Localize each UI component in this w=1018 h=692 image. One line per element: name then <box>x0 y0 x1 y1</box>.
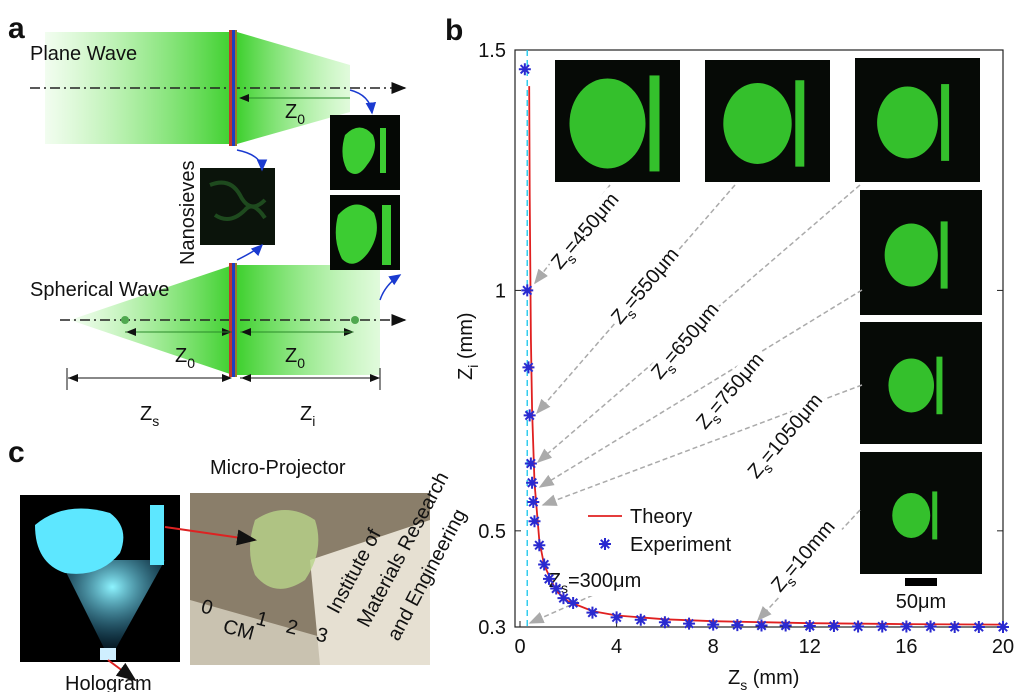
panel-label: a <box>8 12 25 45</box>
annotation-rest: =750μm <box>705 349 769 419</box>
x-tick-label: 0 <box>514 636 525 658</box>
distance-label-base: Z <box>140 403 152 425</box>
x-axis-title-rest: (mm) <box>747 667 799 689</box>
y-axis-title: Zi (mm) <box>455 312 481 380</box>
experiment-point <box>527 496 539 508</box>
distance-label: Zi <box>300 403 315 429</box>
scale-bar <box>905 578 937 586</box>
distance-label-sub: 0 <box>297 111 305 127</box>
experiment-point <box>538 558 550 570</box>
hologram-lion <box>570 78 646 168</box>
experiment-point <box>526 477 538 489</box>
beam-label: Spherical Wave <box>30 279 169 301</box>
x-tick-label: 12 <box>799 636 821 658</box>
hologram-lion <box>723 83 791 164</box>
x-axis-title: Zs (mm) <box>728 667 799 692</box>
experiment-point <box>524 409 536 421</box>
experiment-point <box>973 621 985 633</box>
annotation-rest: =1050μm <box>756 389 827 468</box>
x-axis-title-base: Z <box>728 667 740 689</box>
experiment-point <box>997 621 1009 633</box>
y-tick-label: 0.3 <box>478 617 506 639</box>
x-tick-label: 16 <box>895 636 917 658</box>
x-tick-label: 8 <box>708 636 719 658</box>
experiment-point <box>519 63 531 75</box>
hologram-letters <box>932 491 937 539</box>
annotation-rest: =300μm <box>568 570 641 592</box>
hologram-letters <box>941 84 949 161</box>
experiment-point <box>586 607 598 619</box>
hologram-lion <box>877 86 938 158</box>
hologram-letters <box>936 357 942 415</box>
distance-label-base: Z <box>285 101 297 123</box>
annotation-rest: =650μm <box>660 299 724 369</box>
experiment-point <box>900 621 912 633</box>
hologram-letters <box>795 80 804 166</box>
experiment-point <box>533 539 545 551</box>
annotation: Zs=650μm <box>647 299 726 387</box>
hologram-label: Hologram <box>65 673 152 692</box>
experiment-point <box>828 620 840 632</box>
distance-label: Zs <box>140 403 159 429</box>
distance-label-sub: 0 <box>297 355 305 371</box>
annotation: Zs=1050μm <box>744 389 830 485</box>
figure: abcPlane WaveSpherical WaveNanosievesZ0Z… <box>0 0 1018 692</box>
experiment-point <box>780 620 792 632</box>
y-axis-title-rest: (mm) <box>455 312 477 364</box>
experiment-point <box>611 611 623 623</box>
sieve-label: Nanosieves <box>177 160 199 265</box>
experiment-point <box>521 284 533 296</box>
distance-label-base: Z <box>300 403 312 425</box>
panel-label: b <box>445 14 463 47</box>
annotation: Zs=750μm <box>692 349 771 437</box>
distance-label-sub: 0 <box>187 355 195 371</box>
experiment-point <box>525 458 537 470</box>
experiment-point <box>949 621 961 633</box>
y-tick-label: 1 <box>495 280 506 302</box>
panel-a-diagram <box>30 30 405 390</box>
experiment-point <box>876 621 888 633</box>
experiment-point <box>635 614 647 626</box>
experiment-point <box>925 621 937 633</box>
hologram-letters <box>941 221 948 288</box>
legend-label: Theory <box>630 506 692 528</box>
y-tick-label: 0.5 <box>478 521 506 543</box>
distance-label-sub: s <box>152 413 159 429</box>
panel-label: c <box>8 436 25 469</box>
hologram-letters <box>650 75 660 171</box>
annotation: Zs=10mm <box>767 516 842 599</box>
distance-label-base: Z <box>285 345 297 367</box>
annotation-rest: =450μm <box>560 189 624 259</box>
experiment-point <box>804 620 816 632</box>
annotation: Zs=550μm <box>607 244 686 332</box>
x-axis-title-sub: s <box>740 677 747 692</box>
x-tick-label: 4 <box>611 636 622 658</box>
y-tick-label: 1.5 <box>478 40 506 62</box>
panel-c-photos <box>20 493 430 680</box>
y-axis-title-base: Z <box>455 368 477 380</box>
x-tick-label: 20 <box>992 636 1014 658</box>
annotation: Zs=450μm <box>547 189 626 277</box>
hologram-lion <box>885 224 938 287</box>
hologram-lion <box>892 493 930 538</box>
distance-label-base: Z <box>175 345 187 367</box>
scale-bar-label: 50μm <box>896 591 946 613</box>
experiment-point <box>522 361 534 373</box>
experiment-point <box>852 621 864 633</box>
hologram-lion <box>888 358 934 412</box>
distance-label-sub: i <box>312 413 315 429</box>
legend-label: Experiment <box>630 534 732 556</box>
panel-title: Micro-Projector <box>210 457 346 479</box>
beam-label: Plane Wave <box>30 43 137 65</box>
annotation-rest: =550μm <box>620 244 684 314</box>
experiment-point <box>659 616 671 628</box>
